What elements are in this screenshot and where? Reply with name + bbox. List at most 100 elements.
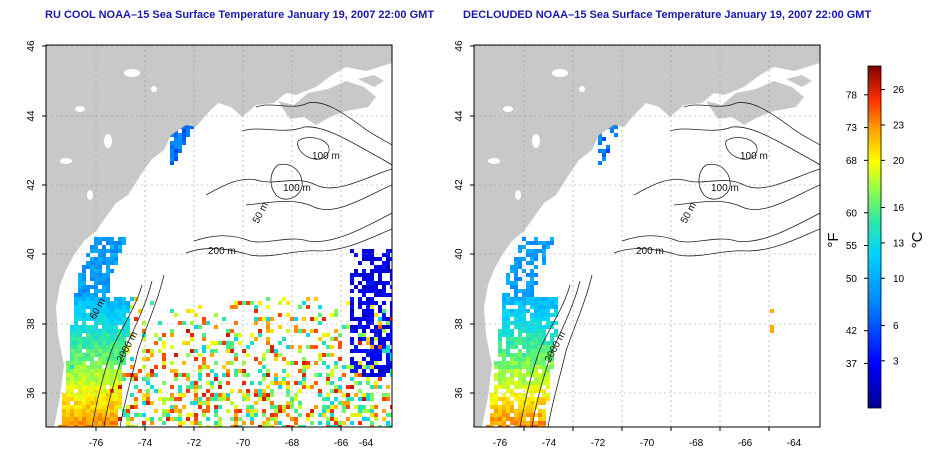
sst-pixel (70, 389, 74, 393)
sst-pixel (534, 341, 538, 345)
sst-pixel (522, 297, 526, 301)
celsius-tick-label: 6 (893, 321, 899, 332)
sst-pixel (390, 313, 392, 317)
sst-pixel (74, 301, 78, 305)
sst-pixel (106, 357, 110, 361)
sst-pixel (498, 381, 502, 385)
sst-pixel (110, 401, 114, 405)
sst-pixel (770, 309, 774, 313)
sst-pixel (134, 401, 138, 405)
sst-pixel (198, 405, 202, 409)
sst-pixel (538, 329, 542, 333)
sst-pixel (518, 413, 522, 417)
sst-pixel (254, 321, 258, 325)
sst-pixel (94, 337, 98, 341)
sst-pixel (74, 369, 78, 373)
sst-pixel (82, 265, 86, 269)
sst-pixel (378, 337, 382, 341)
sst-pixel (154, 333, 158, 337)
sst-pixel (102, 305, 106, 309)
sst-pixel (78, 333, 82, 337)
sst-pixel (262, 397, 266, 401)
sst-pixel (154, 373, 158, 377)
sst-pixel (350, 357, 354, 361)
sst-pixel (286, 385, 290, 389)
sst-pixel (374, 293, 378, 297)
sst-pixel (86, 333, 90, 337)
sst-pixel (370, 253, 374, 257)
sst-pixel (282, 297, 286, 301)
sst-pixel (342, 409, 346, 413)
sst-pixel (206, 425, 210, 427)
sst-pixel (378, 281, 382, 285)
sst-pixel (182, 421, 186, 425)
sst-pixel (526, 425, 530, 427)
sst-pixel (514, 397, 518, 401)
sst-pixel (366, 253, 370, 257)
sst-pixel (494, 413, 498, 417)
sst-pixel (122, 329, 126, 333)
sst-pixel (162, 353, 166, 357)
sst-pixel (82, 397, 86, 401)
sst-pixel (366, 337, 370, 341)
sst-pixel (106, 309, 110, 313)
sst-pixel (82, 297, 86, 301)
sst-pixel (134, 413, 138, 417)
sst-pixel (78, 373, 82, 377)
sst-pixel (110, 405, 114, 409)
sst-pixel (386, 345, 390, 349)
sst-pixel (102, 333, 106, 337)
sst-pixel (98, 281, 102, 285)
sst-pixel (306, 305, 310, 309)
sst-pixel (246, 409, 250, 413)
sst-pixel (526, 285, 530, 289)
sst-pixel (550, 365, 554, 369)
sst-pixel (378, 277, 382, 281)
sst-pixel (378, 369, 382, 373)
sst-pixel (74, 397, 78, 401)
sst-pixel (326, 377, 330, 381)
sst-pixel (322, 397, 326, 401)
sst-pixel (366, 377, 370, 381)
sst-pixel (198, 365, 202, 369)
sst-pixel (342, 401, 346, 405)
sst-pixel (62, 417, 66, 421)
sst-pixel (534, 273, 538, 277)
sst-pixel (202, 357, 206, 361)
sst-pixel (234, 417, 238, 421)
sst-pixel (262, 357, 266, 361)
sst-pixel (254, 317, 258, 321)
sst-pixel (266, 337, 270, 341)
sst-pixel (270, 405, 274, 409)
sst-pixel (222, 317, 226, 321)
sst-pixel (542, 341, 546, 345)
sst-pixel (74, 293, 78, 297)
sst-pixel (598, 133, 602, 137)
sst-pixel (322, 353, 326, 357)
sst-pixel (390, 285, 392, 289)
sst-pixel (354, 381, 358, 385)
sst-pixel (78, 325, 82, 329)
sst-pixel (538, 365, 542, 369)
sst-pixel (522, 341, 526, 345)
sst-pixel (378, 333, 382, 337)
sst-pixel (82, 289, 86, 293)
sst-pixel (182, 393, 186, 397)
sst-pixel (90, 333, 94, 337)
sst-pixel (538, 313, 542, 317)
sst-pixel (66, 421, 70, 425)
sst-pixel (302, 361, 306, 365)
sst-pixel (210, 369, 214, 373)
sst-pixel (338, 345, 342, 349)
sst-pixel (86, 381, 90, 385)
sst-pixel (530, 325, 534, 329)
sst-pixel (70, 405, 74, 409)
sst-pixel (506, 389, 510, 393)
sst-pixel (190, 401, 194, 405)
sst-pixel (122, 341, 126, 345)
sst-pixel (350, 305, 354, 309)
sst-pixel (90, 381, 94, 385)
sst-pixel (542, 409, 546, 413)
sst-pixel (102, 321, 106, 325)
sst-pixel (514, 409, 518, 413)
